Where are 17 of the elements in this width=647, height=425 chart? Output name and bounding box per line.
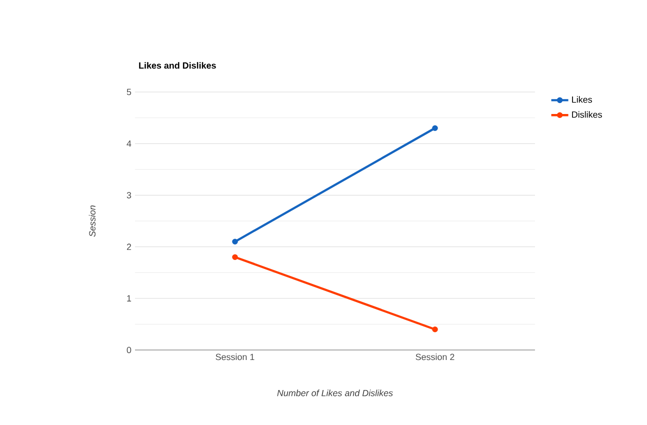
x-axis-title: Number of Likes and Dislikes	[277, 390, 393, 396]
point	[232, 254, 238, 260]
x-tick-label: Session 2	[416, 354, 454, 360]
y-tick-label: 1	[127, 295, 132, 302]
legend-label: Dislikes	[572, 111, 602, 118]
x-tick-label: Session 1	[216, 354, 254, 360]
chart-title: Likes and Dislikes	[139, 62, 216, 69]
y-tick-label: 5	[126, 88, 132, 96]
y-tick-label: 2	[126, 244, 132, 250]
point	[232, 238, 238, 245]
y-tick-label: 3	[126, 192, 132, 198]
legend-label: Likes	[572, 96, 592, 103]
point	[432, 326, 438, 332]
y-tick-label: 0	[126, 346, 132, 354]
point	[432, 125, 438, 132]
y-axis-title: Session	[88, 205, 96, 237]
y-tick-label: 4	[126, 140, 132, 147]
